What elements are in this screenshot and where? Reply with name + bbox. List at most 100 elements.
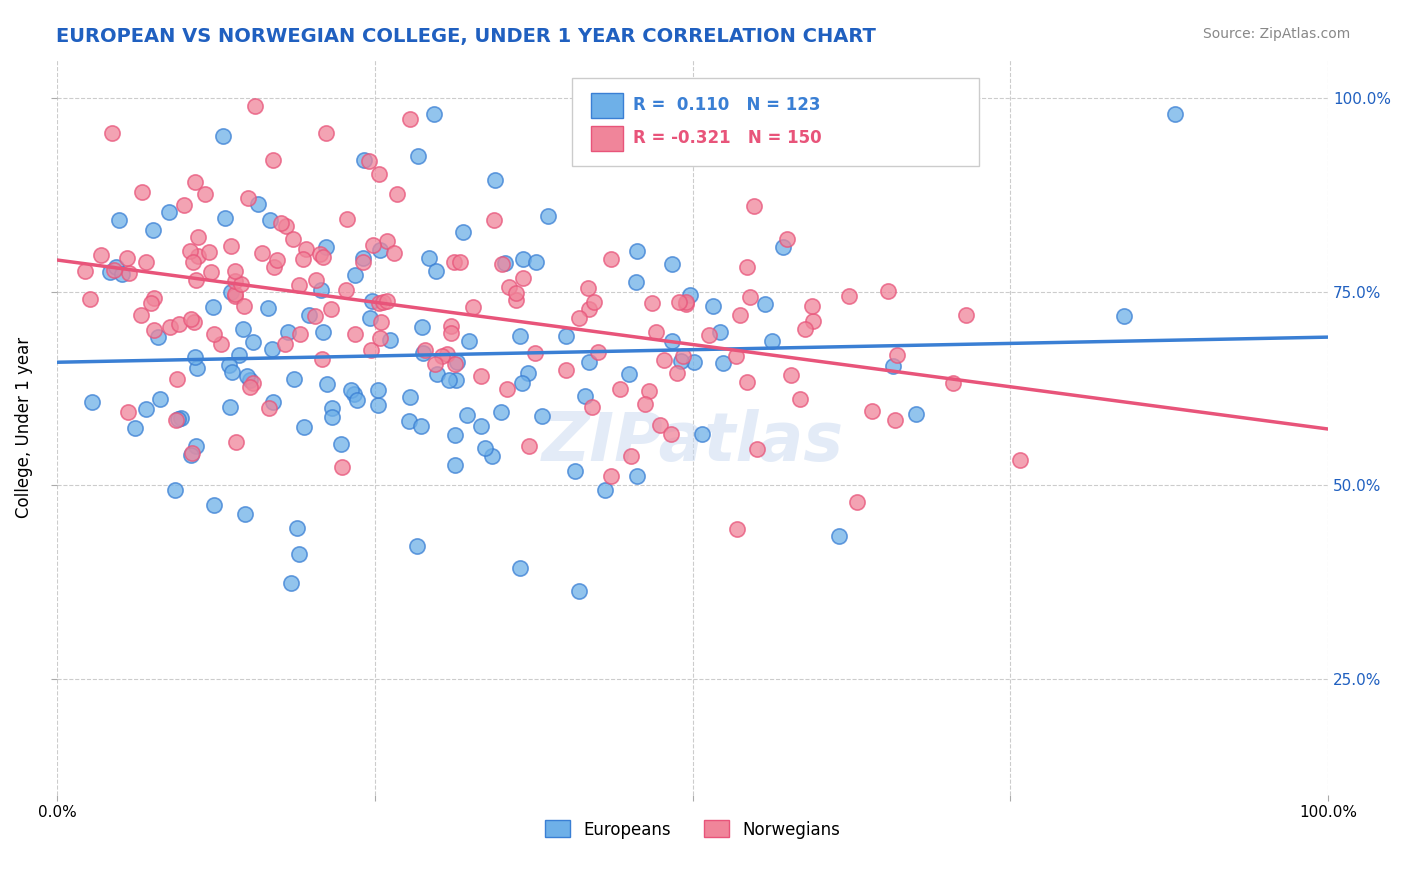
Norwegians — [449, 255, 471, 269]
Norwegians — [675, 297, 697, 311]
Norwegians — [375, 294, 398, 309]
Norwegians — [115, 251, 138, 265]
Norwegians — [385, 186, 408, 201]
Europeans — [104, 260, 127, 274]
Europeans — [239, 373, 262, 387]
Europeans — [617, 367, 640, 381]
Norwegians — [737, 375, 759, 389]
Norwegians — [288, 326, 311, 341]
Norwegians — [620, 449, 643, 463]
Europeans — [509, 328, 531, 343]
Norwegians — [740, 290, 762, 304]
Europeans — [446, 354, 468, 368]
Europeans — [219, 400, 242, 414]
Norwegians — [159, 320, 181, 334]
Norwegians — [135, 254, 157, 268]
Norwegians — [224, 274, 246, 288]
Europeans — [451, 226, 474, 240]
Norwegians — [239, 380, 262, 394]
Norwegians — [169, 317, 191, 331]
Europeans — [425, 264, 447, 278]
Europeans — [444, 428, 467, 442]
Norwegians — [747, 442, 769, 456]
Europeans — [219, 285, 242, 299]
Norwegians — [266, 253, 288, 268]
Norwegians — [482, 213, 505, 227]
Europeans — [368, 244, 391, 258]
Europeans — [157, 205, 180, 219]
Norwegians — [257, 401, 280, 415]
Y-axis label: College, Under 1 year: College, Under 1 year — [15, 336, 32, 517]
Europeans — [180, 448, 202, 462]
Europeans — [277, 325, 299, 339]
Norwegians — [202, 327, 225, 342]
Norwegians — [180, 312, 202, 326]
Europeans — [398, 414, 420, 428]
Norwegians — [730, 308, 752, 322]
Europeans — [593, 483, 616, 498]
Europeans — [772, 240, 794, 254]
Norwegians — [361, 238, 384, 252]
Norwegians — [838, 288, 860, 302]
Europeans — [236, 369, 259, 384]
Europeans — [709, 326, 731, 340]
Norwegians — [399, 112, 422, 127]
Norwegians — [198, 245, 221, 260]
Norwegians — [312, 250, 335, 264]
Europeans — [418, 252, 440, 266]
Norwegians — [789, 392, 811, 406]
Europeans — [288, 547, 311, 561]
Norwegians — [173, 198, 195, 212]
Norwegians — [250, 245, 273, 260]
Europeans — [135, 402, 157, 417]
Norwegians — [368, 331, 391, 345]
Europeans — [330, 437, 353, 451]
Europeans — [228, 348, 250, 362]
Europeans — [378, 333, 401, 347]
Norwegians — [304, 309, 326, 323]
Norwegians — [183, 315, 205, 329]
Europeans — [352, 251, 374, 265]
FancyBboxPatch shape — [591, 93, 623, 119]
Norwegians — [877, 284, 900, 298]
Europeans — [343, 387, 366, 401]
Europeans — [882, 359, 904, 374]
Norwegians — [319, 302, 342, 317]
Norwegians — [335, 283, 357, 297]
Europeans — [626, 468, 648, 483]
Europeans — [98, 264, 121, 278]
Norwegians — [219, 239, 242, 253]
Norwegians — [609, 383, 631, 397]
Norwegians — [637, 384, 659, 398]
Europeans — [170, 410, 193, 425]
Norwegians — [599, 469, 621, 483]
Norwegians — [725, 522, 748, 536]
Norwegians — [846, 495, 869, 509]
Norwegians — [735, 260, 758, 274]
Europeans — [260, 342, 283, 356]
Europeans — [578, 355, 600, 369]
Norwegians — [505, 285, 527, 300]
Europeans — [184, 440, 207, 454]
Norwegians — [440, 326, 463, 340]
Europeans — [411, 319, 433, 334]
Europeans — [456, 408, 478, 422]
Norwegians — [187, 249, 209, 263]
Norwegians — [281, 232, 304, 246]
Europeans — [491, 405, 513, 419]
Norwegians — [262, 153, 284, 168]
Norwegians — [505, 293, 527, 308]
Norwegians — [224, 264, 246, 278]
Norwegians — [650, 418, 672, 433]
Norwegians — [742, 199, 765, 213]
Europeans — [165, 483, 187, 497]
Norwegians — [371, 295, 394, 310]
Norwegians — [305, 272, 328, 286]
Norwegians — [1008, 453, 1031, 467]
Europeans — [564, 464, 586, 478]
Europeans — [82, 395, 104, 409]
Europeans — [509, 560, 531, 574]
Europeans — [232, 322, 254, 336]
Europeans — [626, 244, 648, 258]
Norwegians — [436, 347, 458, 361]
